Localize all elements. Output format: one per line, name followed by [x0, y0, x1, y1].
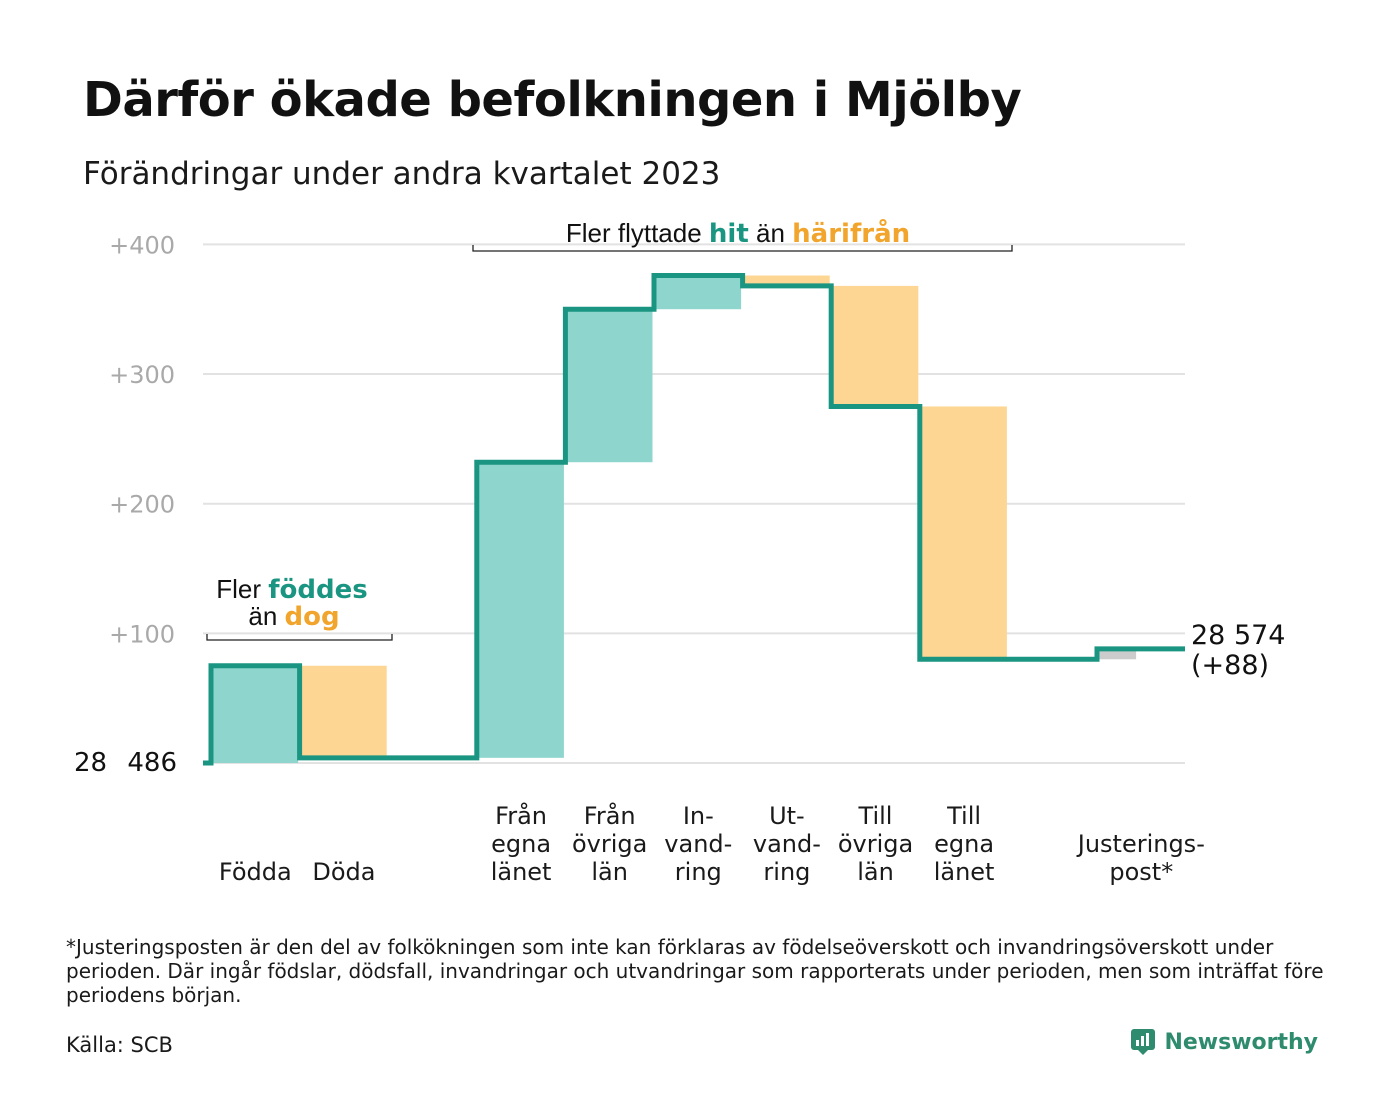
x-category-label: ring	[763, 858, 810, 886]
x-category-label: Födda	[219, 858, 292, 886]
moves-bracket	[472, 245, 1013, 252]
x-category-label: län	[591, 858, 628, 886]
brand-logo: Newsworthy	[1130, 1028, 1318, 1056]
gridlines	[203, 243, 1185, 764]
bar-län	[565, 309, 653, 463]
bar-länet	[476, 462, 564, 758]
x-category-label: Ut-	[769, 802, 805, 830]
x-category-label: Justerings-	[1076, 830, 1205, 858]
bar-födda	[211, 665, 299, 763]
births-annotation-line1: Fler föddes	[216, 574, 368, 605]
start-value-label: 28 486	[74, 748, 177, 778]
x-category-label: egna	[934, 830, 994, 858]
x-category-label: vand-	[753, 830, 821, 858]
x-category-label: In-	[683, 802, 714, 830]
y-tick-label: +200	[109, 491, 175, 519]
x-category-label: vand-	[664, 830, 732, 858]
newsworthy-icon	[1131, 1029, 1156, 1055]
level-line-path	[203, 273, 1185, 766]
x-category-label: Döda	[312, 858, 375, 886]
level-line	[203, 273, 1185, 766]
x-category-label: Från	[584, 801, 636, 830]
end-change-label: (+88)	[1191, 650, 1269, 681]
y-tick-label: +100	[109, 620, 175, 648]
y-tick-label: +300	[109, 361, 175, 389]
x-category-label: Från	[495, 801, 547, 830]
bar-län	[831, 285, 919, 407]
bar-post	[1099, 648, 1137, 660]
bar-döda	[299, 665, 387, 758]
moves-annotation: Fler flyttade hit än härifrån	[566, 217, 910, 249]
bars	[211, 275, 1137, 763]
births-bracket	[206, 634, 393, 641]
x-category-label: länet	[934, 858, 995, 886]
x-category-label: Till	[946, 802, 981, 830]
brand-name: Newsworthy	[1164, 1029, 1318, 1055]
chart-subtitle: Förändringar under andra kvartalet 2023	[83, 156, 721, 192]
births-annotation-line2: än dog	[248, 601, 339, 632]
chart-title: Därför ökade befolkningen i Mjölby	[83, 72, 1022, 128]
bar-ring	[742, 275, 830, 286]
bar-länet	[919, 406, 1007, 660]
x-category-label: länet	[491, 858, 552, 886]
y-tick-label: +400	[109, 231, 175, 259]
x-category-label: övriga	[838, 830, 913, 858]
x-category-label: post*	[1109, 858, 1173, 886]
end-value-label: 28 574	[1191, 620, 1285, 651]
x-category-label: ring	[675, 858, 722, 886]
source-note: Källa: SCB	[66, 1033, 173, 1057]
x-category-label: övriga	[572, 830, 647, 858]
bar-ring	[654, 275, 742, 310]
x-category-label: Till	[858, 802, 893, 830]
footnote: *Justeringsposten är den del av folkökni…	[66, 935, 1324, 1007]
x-category-label: län	[857, 858, 894, 886]
x-category-label: egna	[491, 830, 551, 858]
